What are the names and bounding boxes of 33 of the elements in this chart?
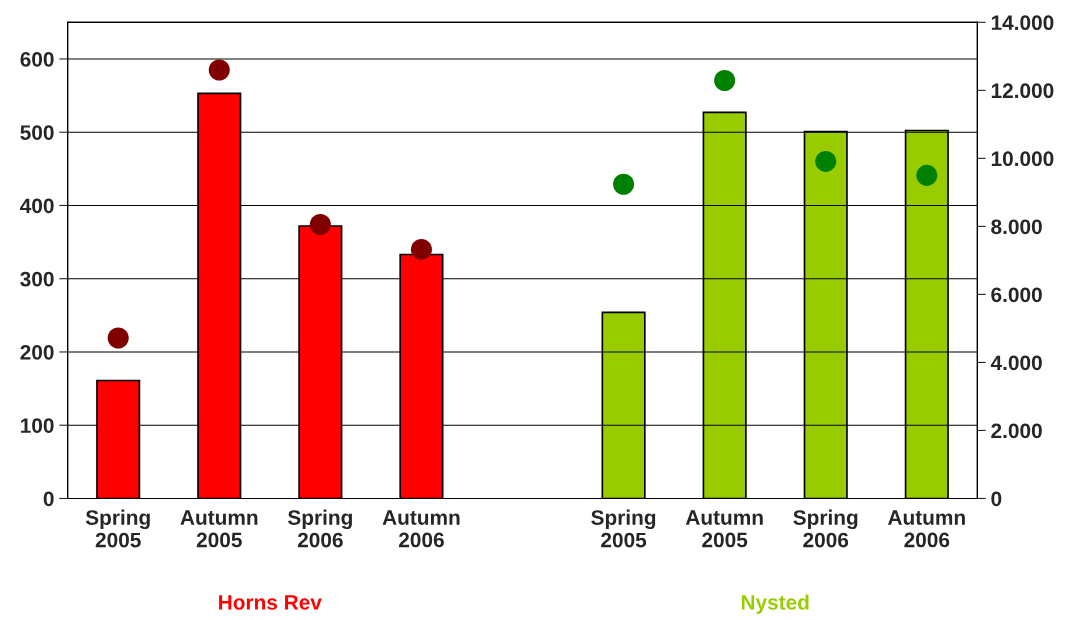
point: [208, 59, 230, 81]
x-tick-label: Spring 2006: [287, 509, 352, 548]
y-tick-label: 600: [20, 51, 54, 67]
text: Horns Rev: [219, 595, 322, 610]
point: [815, 150, 837, 172]
y-tick-label: 200: [20, 344, 54, 360]
y-tick-label: 300: [20, 271, 54, 287]
y2-tick-label: 12.000: [991, 83, 1054, 99]
y2-tick-label: 8.000: [991, 219, 1042, 235]
text: Nysted: [741, 594, 809, 614]
x-tick-label: Spring 2005: [85, 509, 150, 548]
y2-tick-label: 0: [991, 491, 1002, 507]
point: [916, 164, 938, 186]
y-tick-label: 100: [21, 418, 54, 433]
point: [613, 173, 635, 195]
y2-tick-label: 6.000: [991, 287, 1042, 303]
y2-tick-label: 10.000: [991, 151, 1054, 167]
point: [107, 327, 129, 349]
y-tick-label: 0: [43, 491, 54, 507]
point: [309, 213, 331, 236]
y2-tick-label: 4.000: [990, 355, 1042, 371]
x-tick-label: Spring 2005: [591, 509, 656, 548]
x-tick-label: Autumn 2005: [685, 510, 763, 548]
x-tick-label: Autumn 2006: [887, 510, 965, 548]
x-tick-label: Autumn 2006: [382, 510, 460, 548]
y-tick-label: 400: [20, 198, 54, 214]
y2-tick-label: 14.000: [991, 15, 1054, 31]
x-tick-label: Autumn 2005: [180, 510, 258, 548]
y2-tick-label: 2.000: [991, 423, 1042, 439]
point: [410, 238, 432, 260]
x-tick-label: Spring 2006: [793, 509, 858, 548]
y-tick-label: 500: [20, 125, 54, 140]
point: [714, 69, 736, 92]
